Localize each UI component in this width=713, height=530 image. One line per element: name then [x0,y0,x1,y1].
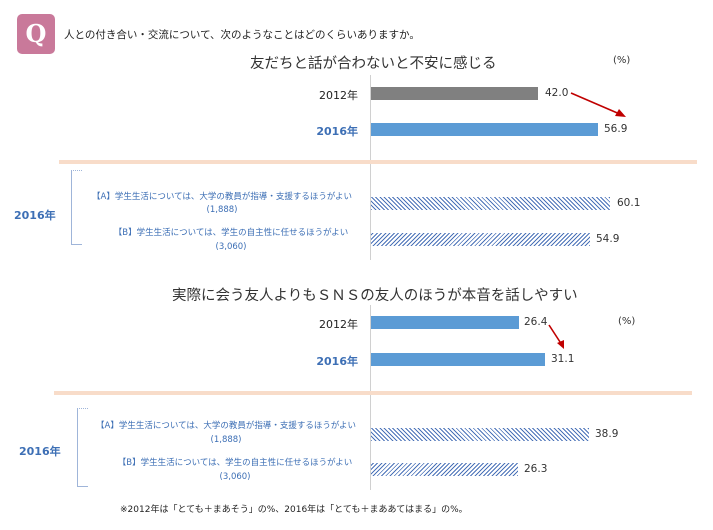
chart-1-label-2012: 2012年 [319,89,358,102]
chart-1-bar-2016 [371,123,598,136]
chart-2-cat-a-n: (1,888) [210,435,242,445]
chart-2-title: 実際に会う友人よりもＳＮＳの友人のほうが本音を話しやすい [172,288,578,304]
footnote: ※2012年は「とても＋まあそう」の%、2016年は「とても＋まああてはまる」の… [120,505,468,515]
chart-1-title: 友だちと話が合わないと不安に感じる [250,56,497,72]
chart-2-bracket [77,408,88,487]
chart-2-bar-a [371,428,589,441]
chart-2-value-b: 26.3 [524,463,548,475]
chart-2-bar-b [371,463,518,476]
chart-1-cat-a-label: 【A】学生生活については、大学の教員が指導・支援するほうがよい [92,192,352,202]
chart-1-group-label: 2016年 [14,209,56,222]
chart-1-cat-b-label: 【B】学生生活については、学生の自主性に任せるほうがよい [113,228,349,238]
chart-2-cat-b-n: (3,060) [219,472,251,482]
chart-1-value-2016: 56.9 [604,123,628,135]
chart-1-bracket [71,170,82,245]
question-badge: Q [17,14,55,54]
chart-1-value-b: 54.9 [596,233,620,245]
chart-2-axis [370,305,371,490]
chart-2-cat-a-label: 【A】学生生活については、大学の教員が指導・支援するほうがよい [96,421,356,431]
chart-2-label-2012: 2012年 [319,318,358,331]
chart-1-label-2016: 2016年 [316,125,358,138]
chart-2-value-a: 38.9 [595,428,619,440]
chart-2-group-label: 2016年 [19,445,61,458]
chart-1-separator [59,160,697,164]
chart-1-cat-a-n: (1,888) [206,205,238,215]
chart-1-cat-b-n: (3,060) [215,242,247,252]
chart-2-label-2016: 2016年 [316,355,358,368]
chart-1-unit: (%) [613,55,631,66]
chart-2-bar-2016 [371,353,545,366]
question-text: 人との付き合い・交流について、次のようなことはどのくらいありますか。 [64,29,420,41]
chart-2-value-2012: 26.4 [524,316,548,328]
chart-1-value-2012: 42.0 [545,87,569,99]
chart-2-value-2016: 31.1 [551,353,575,365]
chart-1-bar-b [371,233,590,246]
chart-1-axis [370,75,371,260]
chart-1-bar-2012 [371,87,538,100]
chart-1-bar-a [371,197,610,210]
chart-1-value-a: 60.1 [617,197,641,209]
chart-2-unit: (%) [618,316,636,327]
chart-2-separator [54,391,692,395]
chart-2-cat-b-label: 【B】学生生活については、学生の自主性に任せるほうがよい [117,458,353,468]
chart-2-bar-2012 [371,316,519,329]
